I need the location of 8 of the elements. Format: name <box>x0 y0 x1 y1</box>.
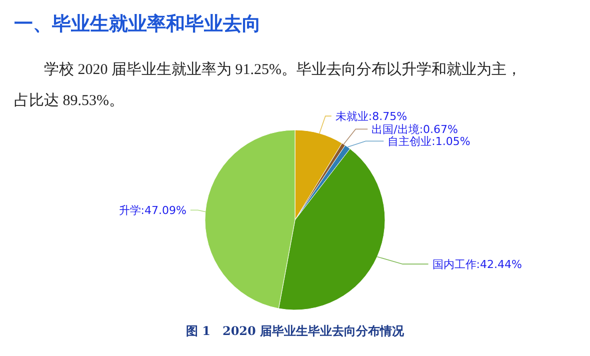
slice-label: 出国/出境:0.67% <box>372 123 458 136</box>
caption: 图 1 2020 届毕业生毕业去向分布情况 <box>186 324 406 338</box>
slice-label: 未就业:8.75% <box>335 110 408 124</box>
chart-subtitle: 学校 2020 届毕业生就业率为 91.25%。毕业去向分布以升学和就业为主，占比达 89.53%。 <box>14 61 522 109</box>
slice-label: 自主创业:1.05% <box>388 135 470 148</box>
slice-label: 升学:47.09% <box>118 204 186 218</box>
chart-title: 一、毕业生就业率和毕业去向 <box>14 13 261 35</box>
slice-label: 国内工作:42.44% <box>432 258 522 272</box>
